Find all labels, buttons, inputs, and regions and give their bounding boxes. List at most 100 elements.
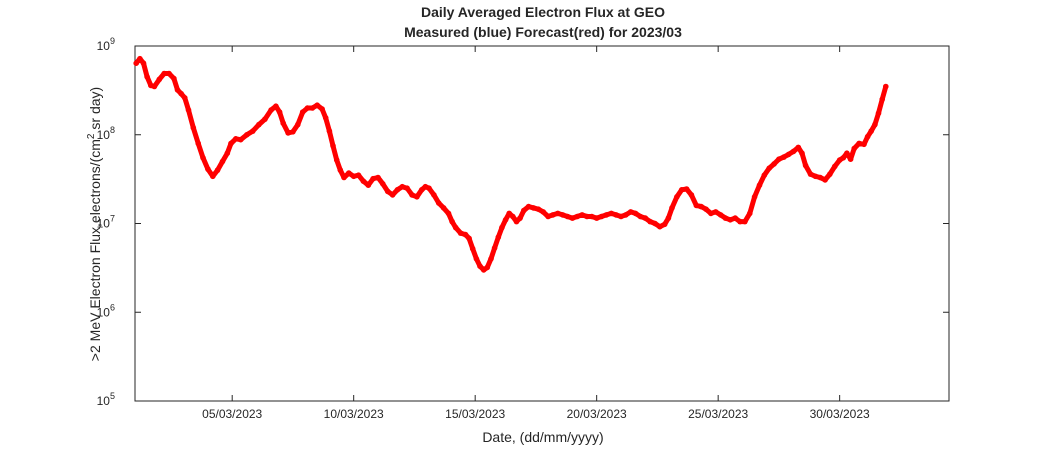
data-point	[233, 136, 239, 142]
data-point	[761, 172, 768, 178]
data-point	[545, 213, 551, 220]
data-point	[637, 213, 644, 220]
data-point	[375, 174, 381, 181]
data-point	[822, 177, 828, 183]
data-point	[742, 218, 748, 225]
data-point	[879, 96, 885, 103]
data-point	[652, 220, 658, 227]
x-tick-label: 15/03/2023	[445, 407, 505, 421]
data-point	[589, 213, 595, 220]
data-point	[273, 103, 279, 109]
data-point	[502, 217, 509, 223]
data-point	[737, 218, 743, 225]
data-point	[817, 174, 823, 181]
data-point	[228, 140, 234, 147]
data-point	[613, 212, 619, 218]
data-point	[513, 218, 520, 225]
data-point	[732, 215, 738, 221]
data-point	[683, 186, 690, 192]
data-point	[751, 194, 758, 200]
data-point	[435, 200, 442, 206]
data-point	[178, 90, 184, 97]
data-point	[521, 207, 527, 214]
data-point	[295, 121, 301, 128]
data-point	[593, 215, 600, 221]
data-point	[722, 215, 729, 221]
data-point	[256, 121, 262, 128]
y-tick-label: 107	[97, 214, 115, 231]
data-point	[883, 83, 889, 90]
y-tick-label-base: 10	[97, 217, 111, 231]
data-point	[360, 178, 367, 184]
data-point	[569, 215, 576, 221]
data-point	[530, 205, 537, 211]
data-point	[564, 213, 571, 220]
chart-subtitle: Measured (blue) Forecast(red) for 2023/0…	[404, 24, 682, 40]
data-point	[210, 173, 216, 180]
data-point	[851, 145, 857, 152]
data-point	[861, 141, 867, 148]
data-point	[462, 231, 469, 238]
data-point	[840, 155, 847, 161]
data-point	[466, 235, 472, 242]
data-point	[799, 150, 805, 156]
y-tick-label: 105	[97, 391, 115, 408]
data-point	[326, 128, 333, 134]
data-point	[795, 144, 802, 151]
data-point	[449, 218, 455, 225]
data-point	[491, 245, 498, 251]
data-point	[540, 209, 546, 215]
data-point	[445, 210, 452, 217]
data-point	[665, 215, 672, 221]
x-tick-label: 20/03/2023	[567, 407, 627, 421]
data-point	[647, 218, 653, 225]
data-point	[693, 202, 700, 209]
y-tick-label: 108	[97, 125, 115, 142]
data-point	[785, 151, 792, 158]
data-point	[747, 210, 753, 217]
data-point	[418, 187, 425, 193]
data-point	[781, 154, 787, 160]
data-point	[346, 170, 352, 176]
data-point	[579, 212, 585, 218]
data-point	[182, 95, 188, 101]
plot-frame	[134, 45, 950, 402]
data-point	[559, 212, 566, 218]
y-axis-label: >2 MeV Electron Flux,electrons/(cm2 sr d…	[86, 87, 103, 361]
data-point	[488, 255, 494, 262]
data-point	[856, 140, 862, 147]
y-tick-label-base: 10	[97, 394, 111, 408]
data-point	[140, 60, 147, 66]
data-point	[151, 83, 158, 90]
data-point	[688, 192, 695, 198]
data-point	[195, 140, 201, 147]
data-point	[314, 102, 321, 108]
data-point	[661, 221, 668, 228]
data-point	[200, 155, 206, 161]
data-point	[678, 187, 685, 193]
data-point	[174, 87, 181, 93]
data-point	[171, 75, 177, 82]
data-point	[844, 150, 850, 156]
data-point	[137, 55, 143, 62]
data-point	[440, 205, 447, 211]
data-point	[756, 182, 763, 188]
y-tick-label-base: 10	[97, 39, 111, 53]
data-point	[717, 212, 724, 218]
data-point	[156, 76, 163, 83]
data-point	[535, 206, 542, 212]
data-point	[370, 175, 376, 182]
data-point	[603, 212, 610, 218]
data-series	[133, 55, 889, 273]
data-point	[280, 120, 287, 126]
data-point	[309, 105, 316, 111]
data-point	[510, 213, 516, 220]
y-tick-label-exponent: 6	[110, 302, 115, 312]
data-point	[555, 210, 561, 217]
data-point	[244, 132, 250, 138]
data-point	[452, 224, 459, 231]
data-point	[827, 171, 833, 177]
data-point	[499, 224, 505, 231]
x-tick-label: 25/03/2023	[688, 407, 748, 421]
